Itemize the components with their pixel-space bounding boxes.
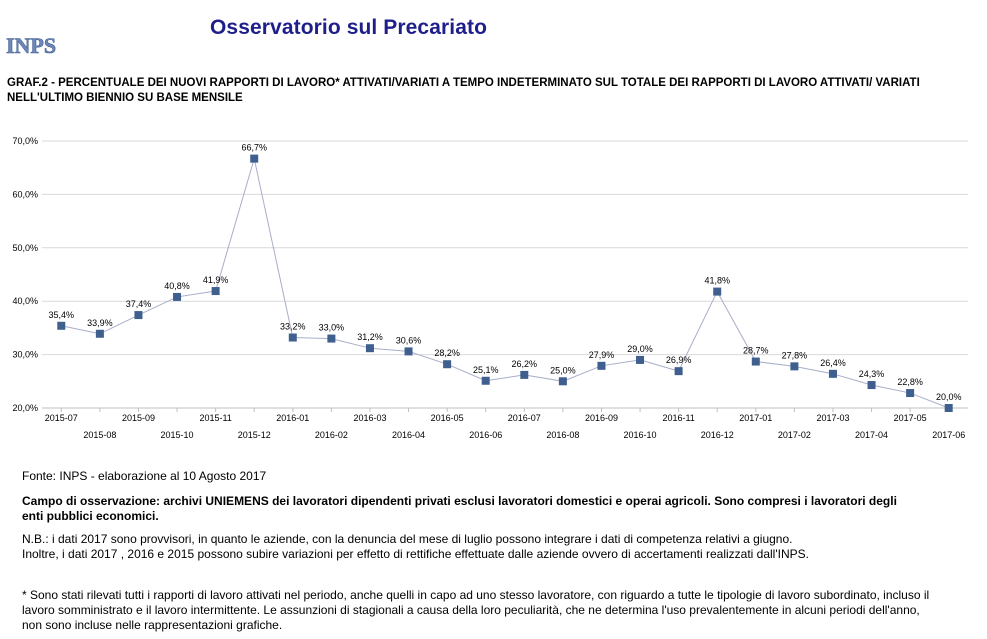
data-label: 33,0% <box>319 323 345 333</box>
data-label: 37,4% <box>126 299 152 309</box>
y-tick-label: 40,0% <box>12 296 38 306</box>
data-point <box>751 357 760 366</box>
data-point <box>636 355 645 364</box>
data-point <box>906 389 915 398</box>
data-point <box>481 376 490 385</box>
data-point <box>674 367 683 376</box>
x-tick-label: 2015-08 <box>83 430 116 440</box>
data-point <box>173 292 182 301</box>
data-label: 31,2% <box>357 332 383 342</box>
footnote: * Sono stati rilevati tutti i rapporti d… <box>22 588 930 632</box>
data-point <box>365 344 374 353</box>
y-tick-label: 50,0% <box>12 243 38 253</box>
data-point <box>404 347 413 356</box>
x-axis-ticks: 2015-07 2015-08 2015-09 2015-10 2015-11 2015-… <box>45 408 965 440</box>
nb-note: N.B.: i dati 2017 sono provvisori, in qu… <box>22 532 922 562</box>
data-point <box>288 333 297 342</box>
data-label: 66,7% <box>241 143 267 153</box>
data-label: 29,0% <box>627 344 653 354</box>
y-tick-label: 20,0% <box>12 403 38 413</box>
x-tick-label: 2016-08 <box>546 430 579 440</box>
line-chart: 20,0%30,0%40,0%50,0%60,0%70,0% 2015-0720… <box>12 136 968 440</box>
data-point <box>867 381 876 390</box>
data-label: 27,9% <box>589 350 615 360</box>
data-label: 30,6% <box>396 335 422 345</box>
data-label: 33,2% <box>280 322 306 332</box>
nb-note-line1: N.B.: i dati 2017 sono provvisori, in qu… <box>22 532 793 546</box>
data-label: 27,8% <box>782 350 808 360</box>
x-tick-label: 2015-12 <box>238 430 271 440</box>
x-tick-label: 2016-10 <box>624 430 657 440</box>
inps-logo: INPS <box>6 22 56 62</box>
chart-title: GRAF.2 - PERCENTUALE DEI NUOVI RAPPORTI … <box>7 77 920 104</box>
x-tick-label: 2015-09 <box>122 413 155 423</box>
x-tick-label: 2016-03 <box>353 413 386 423</box>
page-title: Osservatorio sul Precariato <box>210 16 487 39</box>
data-point <box>95 329 104 338</box>
data-label: 25,0% <box>550 365 576 375</box>
y-tick-label: 30,0% <box>12 350 38 360</box>
data-point <box>443 360 452 369</box>
x-tick-label: 2016-07 <box>508 413 541 423</box>
data-point <box>944 404 953 412</box>
data-label: 35,4% <box>49 310 75 320</box>
scope-note: Campo di osservazione: archivi UNIEMENS … <box>22 494 897 523</box>
data-label: 22,8% <box>897 377 923 387</box>
data-point <box>57 321 66 330</box>
x-tick-label: 2017-01 <box>739 413 772 423</box>
x-tick-label: 2015-11 <box>199 413 231 423</box>
x-tick-label: 2016-12 <box>701 430 734 440</box>
series-line <box>61 158 949 409</box>
data-label: 25,1% <box>473 365 499 375</box>
grid-lines <box>42 140 968 409</box>
data-labels: 35,4% 33,9% 37,4% 40,8% 41,9% 66,7% 33,2% 33,0%… <box>49 143 962 402</box>
x-tick-label: 2017-06 <box>932 430 965 440</box>
data-label: 20,0% <box>936 392 962 402</box>
x-tick-label: 2017-03 <box>816 413 849 423</box>
x-tick-label: 2016-05 <box>431 413 464 423</box>
y-tick-label: 60,0% <box>12 189 38 199</box>
data-label: 26,4% <box>820 358 846 368</box>
data-point <box>211 287 220 296</box>
data-label: 41,8% <box>704 276 730 286</box>
data-label: 33,9% <box>87 318 113 328</box>
x-tick-label: 2015-07 <box>45 413 78 423</box>
x-tick-label: 2017-04 <box>855 430 888 440</box>
x-tick-label: 2017-05 <box>894 413 927 423</box>
data-point <box>250 154 259 163</box>
data-point <box>828 369 837 378</box>
data-label: 26,2% <box>512 359 538 369</box>
data-point <box>713 287 722 296</box>
x-tick-label: 2016-06 <box>469 430 502 440</box>
data-label: 40,8% <box>164 281 190 291</box>
data-point <box>327 334 336 343</box>
data-point <box>558 377 567 386</box>
x-tick-label: 2016-02 <box>315 430 348 440</box>
y-axis-ticks: 20,0% 30,0% 40,0% 50,0% 60,0% 70,0% <box>12 136 38 413</box>
data-label: 41,9% <box>203 275 229 285</box>
data-label: 26,9% <box>666 355 692 365</box>
data-label: 28,2% <box>434 348 460 358</box>
x-tick-label: 2016-09 <box>585 413 618 423</box>
inps-logo-text: INPS <box>6 33 56 58</box>
y-tick-label: 70,0% <box>12 136 38 146</box>
data-point <box>790 362 799 371</box>
source-note: Fonte: INPS - elaborazione al 10 Agosto … <box>22 469 267 483</box>
data-label: 28,7% <box>743 346 769 356</box>
x-tick-label: 2016-11 <box>662 413 694 423</box>
x-tick-label: 2017-02 <box>778 430 811 440</box>
data-label: 24,3% <box>859 369 885 379</box>
series-markers <box>57 154 953 412</box>
nb-note-line2: Inoltre, i dati 2017 , 2016 e 2015 posso… <box>22 547 809 561</box>
x-tick-label: 2016-01 <box>276 413 309 423</box>
x-tick-label: 2015-10 <box>161 430 194 440</box>
data-point <box>520 370 529 379</box>
x-tick-label: 2016-04 <box>392 430 425 440</box>
data-point <box>134 311 143 320</box>
data-point <box>597 361 606 370</box>
